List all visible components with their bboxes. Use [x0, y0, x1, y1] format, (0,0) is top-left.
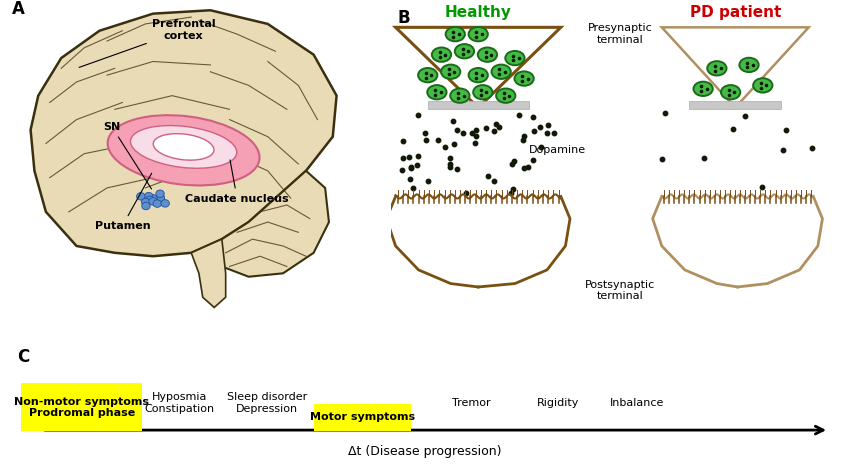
Text: Sleep disorder
Depression: Sleep disorder Depression	[227, 392, 307, 414]
FancyBboxPatch shape	[314, 403, 411, 431]
Circle shape	[753, 78, 773, 93]
Bar	[689, 102, 781, 109]
Text: C: C	[17, 348, 29, 366]
Circle shape	[149, 195, 157, 202]
Polygon shape	[210, 171, 329, 277]
Circle shape	[707, 61, 727, 75]
Text: SN: SN	[104, 122, 151, 189]
Text: Non-motor symptoms
Prodromal phase: Non-motor symptoms Prodromal phase	[14, 396, 150, 418]
Text: Inbalance: Inbalance	[610, 398, 665, 408]
Polygon shape	[395, 27, 561, 108]
Text: Δt (Disease progression): Δt (Disease progression)	[348, 446, 502, 459]
Polygon shape	[191, 239, 226, 307]
Circle shape	[152, 196, 161, 204]
Circle shape	[161, 200, 169, 207]
Circle shape	[428, 85, 446, 99]
Text: A: A	[11, 0, 25, 18]
Text: PD patient: PD patient	[689, 5, 781, 20]
Circle shape	[478, 47, 497, 62]
Text: Tremor: Tremor	[451, 398, 490, 408]
Text: Healthy: Healthy	[445, 5, 512, 20]
Circle shape	[468, 68, 488, 82]
Circle shape	[432, 47, 451, 62]
Circle shape	[473, 85, 492, 99]
Text: B: B	[398, 8, 411, 27]
Ellipse shape	[130, 125, 237, 168]
Text: Presynaptic
terminal: Presynaptic terminal	[588, 23, 653, 45]
Text: Prefrontal
cortex: Prefrontal cortex	[79, 19, 215, 67]
Circle shape	[142, 202, 150, 210]
Text: Postsynaptic
terminal: Postsynaptic terminal	[586, 279, 655, 301]
Circle shape	[505, 51, 524, 65]
Circle shape	[496, 88, 515, 103]
Circle shape	[445, 27, 465, 41]
Circle shape	[156, 194, 165, 201]
Bar	[428, 102, 529, 109]
Circle shape	[149, 197, 157, 205]
Circle shape	[514, 72, 534, 86]
Ellipse shape	[108, 115, 259, 185]
Circle shape	[156, 190, 164, 197]
Ellipse shape	[153, 134, 214, 160]
Polygon shape	[662, 27, 808, 108]
Circle shape	[455, 44, 474, 58]
Polygon shape	[31, 10, 337, 256]
FancyBboxPatch shape	[21, 383, 143, 431]
Circle shape	[137, 192, 145, 200]
Text: Hyposmia
Constipation: Hyposmia Constipation	[144, 392, 214, 414]
Text: Caudate nucleus: Caudate nucleus	[185, 160, 289, 204]
Text: Putamen: Putamen	[94, 173, 151, 231]
Circle shape	[144, 192, 153, 200]
Circle shape	[418, 68, 438, 82]
Circle shape	[450, 88, 469, 103]
Circle shape	[740, 58, 759, 72]
Circle shape	[145, 196, 154, 204]
Circle shape	[441, 65, 461, 79]
Text: Motor symptoms: Motor symptoms	[310, 412, 415, 423]
Circle shape	[468, 27, 488, 41]
Circle shape	[141, 198, 150, 206]
Circle shape	[153, 200, 162, 207]
Text: Rigidity: Rigidity	[537, 398, 580, 408]
Circle shape	[694, 81, 713, 96]
Text: Dopamine: Dopamine	[529, 146, 586, 155]
Circle shape	[491, 65, 511, 79]
Circle shape	[721, 85, 740, 99]
